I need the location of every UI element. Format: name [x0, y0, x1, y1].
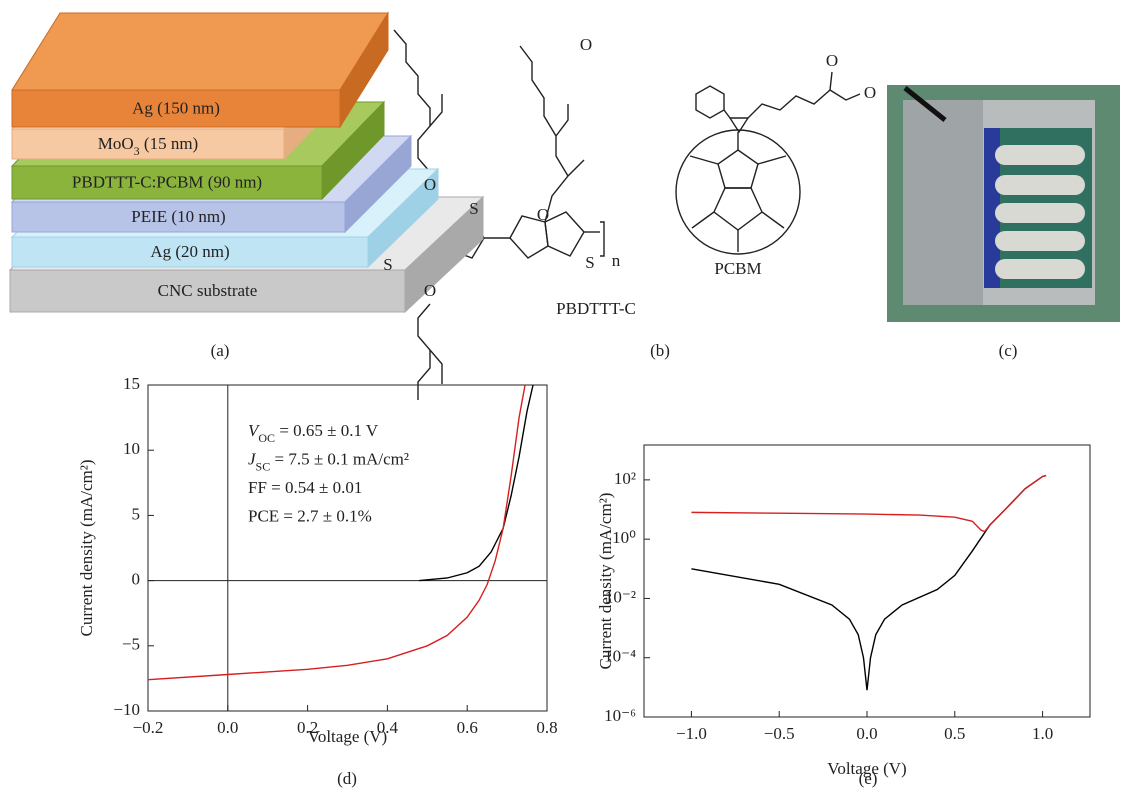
text-main: FF = 0.54 ± 0.01 [248, 478, 362, 497]
cage-face [718, 150, 758, 188]
atom-label: S [469, 199, 478, 218]
cage-edge [762, 212, 784, 228]
rich-text: CNC substrate [158, 281, 258, 300]
text-rest: = 0.65 ± 0.1 V [275, 421, 379, 440]
x-tick-label: −0.2 [133, 718, 164, 737]
y-tick-label: −5 [122, 635, 140, 654]
text-main: PBDTTT-C:PCBM (90 nm) [72, 172, 262, 191]
y-tick-label: 10 [123, 439, 140, 458]
alkyl-chain [418, 304, 430, 400]
butyrate-chain [748, 90, 830, 118]
text-subscript: SC [256, 459, 271, 473]
rich-text: PCE = 2.7 ± 0.1% [248, 506, 372, 525]
atom-label: S [585, 253, 594, 272]
rich-text: Ag (20 nm) [150, 242, 229, 261]
y-tick-label: −10 [113, 700, 140, 719]
finger-electrode [995, 231, 1085, 251]
y-tick-label: 0 [132, 570, 141, 589]
rich-text: JSC = 7.5 ± 0.1 mA/cm² [248, 449, 409, 473]
panel-caption: (c) [999, 341, 1018, 360]
y-tick-label: 5 [132, 504, 141, 523]
rich-text: Ag (150 nm) [132, 98, 220, 117]
text-main: MoO [98, 134, 134, 153]
text-main: Ag (150 nm) [132, 98, 220, 117]
x-axis-label: Voltage (V) [827, 759, 906, 778]
atom-label: O [826, 51, 838, 70]
text-main: Ag (20 nm) [150, 242, 229, 261]
device-photo [887, 85, 1120, 322]
cage-edge [690, 156, 718, 164]
alkyl-chain [430, 94, 442, 126]
text-main: CNC substrate [158, 281, 258, 300]
compound-label: PBDTTT-C [556, 299, 636, 318]
y-axis-label: Current density (mA/cm²) [596, 493, 615, 670]
bond [830, 72, 832, 90]
layer-top [12, 13, 388, 90]
panel-caption: (a) [211, 341, 230, 360]
figure: CNC substrate Ag (20 nm) PEIE (10 nm) PBDTT… [0, 0, 1136, 790]
alkyl-chain [430, 350, 442, 384]
finger-electrode [995, 145, 1085, 165]
cage-face [714, 188, 762, 230]
panel-caption: (b) [650, 341, 670, 360]
y-axis-label: Current density (mA/cm²) [77, 460, 96, 637]
rich-text: FF = 0.54 ± 0.01 [248, 478, 362, 497]
atom-label: O [537, 205, 549, 224]
rich-text: PBDTTT-C:PCBM (90 nm) [72, 172, 262, 191]
atom-label: O [424, 175, 436, 194]
data-line [691, 476, 1046, 532]
data-line [691, 476, 1046, 691]
rich-text: PEIE (10 nm) [131, 207, 225, 226]
y-tick-label: 10⁰ [612, 528, 636, 547]
data-line [419, 385, 533, 581]
y-tick-label: 15 [123, 374, 140, 393]
x-tick-label: −0.5 [764, 724, 795, 743]
plot-frame [644, 445, 1090, 717]
atom-label: O [864, 83, 876, 102]
x-tick-label: 0.8 [536, 718, 557, 737]
x-tick-label: 0.5 [944, 724, 965, 743]
x-tick-label: 0.0 [856, 724, 877, 743]
phenyl-ring [696, 86, 724, 118]
bracket [600, 222, 604, 256]
text-subscript: OC [258, 431, 275, 445]
x-tick-label: 0.0 [217, 718, 238, 737]
alkyl-chain [520, 46, 568, 176]
alkyl-chain [556, 104, 568, 136]
finger-electrode [995, 259, 1085, 279]
foil-shade [903, 100, 983, 305]
compound-label: PCBM [714, 259, 761, 278]
cage-edge [758, 156, 786, 164]
panel-caption: (d) [337, 769, 357, 788]
x-tick-label: 0.6 [457, 718, 478, 737]
atom-label: n [612, 251, 621, 270]
finger-electrode [995, 175, 1085, 195]
y-tick-label: 10⁻⁶ [604, 706, 636, 725]
bond [724, 110, 730, 118]
text-main: PCE = 2.7 ± 0.1% [248, 506, 372, 525]
rich-text: VOC = 0.65 ± 0.1 V [248, 421, 379, 445]
cage-edge [692, 212, 714, 228]
x-tick-label: −1.0 [676, 724, 707, 743]
page: CNC substrate Ag (20 nm) PEIE (10 nm) PBDTT… [0, 0, 1136, 790]
text-rest: (15 nm) [140, 134, 199, 153]
atom-label: S [383, 255, 392, 274]
x-axis-label: Voltage (V) [308, 727, 387, 746]
bond [830, 90, 860, 100]
y-tick-label: 10² [614, 469, 636, 488]
atom-label: O [424, 281, 436, 300]
text-main: PEIE (10 nm) [131, 207, 225, 226]
thiophene-ring [545, 212, 584, 256]
atom-label: O [580, 35, 592, 54]
text-rest: = 7.5 ± 0.1 mA/cm² [270, 449, 409, 468]
x-tick-label: 1.0 [1032, 724, 1053, 743]
finger-electrode [995, 203, 1085, 223]
